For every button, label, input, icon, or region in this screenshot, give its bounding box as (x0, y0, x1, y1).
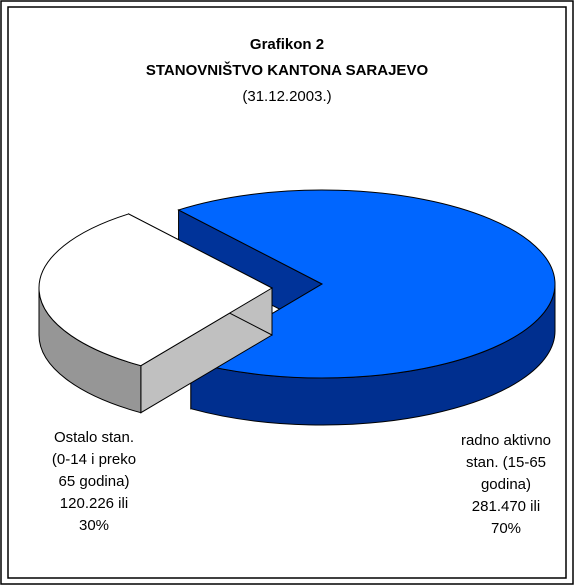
plot-frame (7, 6, 567, 579)
slice-top (177, 189, 556, 379)
slice (38, 213, 274, 414)
value-label: 120.226 ili 30% (59, 495, 129, 534)
slice-top (38, 213, 274, 367)
slice (177, 189, 556, 426)
chart-title: Grafikon 2 (249, 36, 325, 53)
category-label: Ostalo stan. (0-14 i preko 65 godina) (51, 429, 137, 490)
value-label: 281.470 ili 70% (471, 498, 541, 537)
pie (38, 189, 556, 426)
category-label: radno aktivno stan. (15-65 godina) (460, 432, 552, 493)
chart-date: (31.12.2003.) (242, 88, 332, 105)
chart-subtitle: STANOVNIŠTVO KANTONA SARAJEVO (145, 62, 429, 79)
slice-label: radno aktivno stan. (15-65 godina) 281.4… (456, 430, 556, 540)
slice-label: Ostalo stan. (0-14 i preko 65 godina) 12… (44, 427, 144, 537)
